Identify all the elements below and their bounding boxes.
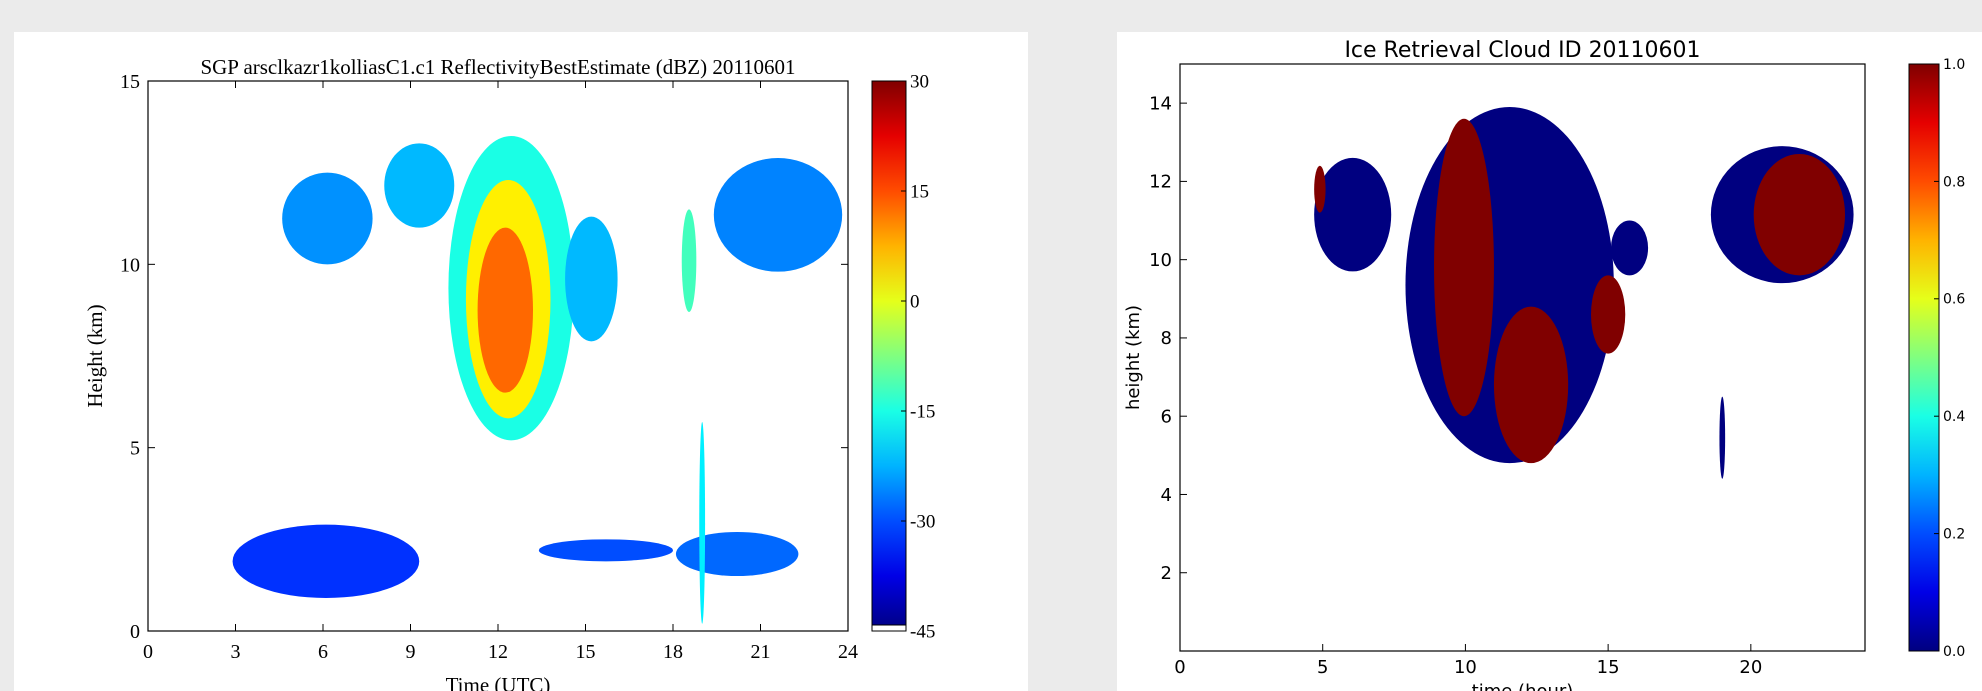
x-tick-label: 10 — [1454, 657, 1477, 678]
x-tick-label: 20 — [1739, 657, 1762, 678]
y-axis-label: Height (km) — [83, 304, 107, 407]
y-tick-label: 8 — [1161, 328, 1172, 349]
colorbar-tick-label: 1.0 — [1943, 57, 1965, 73]
ice-retrieval-panel: Ice Retrieval Cloud ID 20110601 0 5 10 15 20 2… — [1117, 32, 1982, 691]
colorbar — [871, 80, 907, 632]
colorbar-tick-label: 15 — [910, 182, 929, 203]
y-tick-label: 0 — [130, 621, 140, 643]
data-region-4 — [1493, 306, 1569, 464]
data-regions — [1314, 107, 1854, 479]
data-region-7 — [713, 158, 843, 272]
x-tick-label: 5 — [1317, 657, 1328, 678]
x-tick-label: 15 — [576, 641, 596, 663]
data-region-0 — [1314, 157, 1392, 272]
data-region-8 — [232, 524, 420, 598]
colorbar-tick-label: 0.4 — [1943, 409, 1965, 425]
data-region-9 — [1719, 396, 1726, 479]
x-tick-label: 12 — [488, 641, 508, 663]
ice-retrieval-chart: Ice Retrieval Cloud ID 20110601 0 5 10 15 20 2… — [1123, 38, 1965, 691]
colorbar-tick-label: 0.6 — [1943, 292, 1965, 308]
y-tick-label: 10 — [120, 254, 140, 276]
y-tick-label: 10 — [1149, 250, 1172, 271]
x-axis-label: Time (UTC) — [446, 673, 551, 691]
x-tick-label: 0 — [143, 641, 153, 663]
reflectivity-chart: SGP arsclkazr1kolliasC1.c1 ReflectivityB… — [83, 55, 935, 691]
x-tick-label: 24 — [838, 641, 858, 663]
data-region-1 — [384, 143, 455, 228]
colorbar-tick-label: -45 — [910, 622, 935, 643]
data-region-8 — [1753, 154, 1846, 276]
data-region-10 — [675, 532, 799, 576]
x-tick-label: 21 — [751, 641, 771, 663]
data-region-6 — [1610, 220, 1649, 276]
data-region-5 — [565, 216, 618, 342]
x-tick-label: 9 — [406, 641, 416, 663]
data-region-4 — [477, 227, 533, 393]
colorbar-tick-label: -30 — [910, 512, 935, 533]
x-tick-label: 18 — [663, 641, 683, 663]
x-tick-label: 3 — [231, 641, 241, 663]
colorbar-under-range — [871, 624, 907, 632]
y-tick-label: 4 — [1161, 485, 1172, 506]
colorbar — [1908, 63, 1940, 652]
data-region-5 — [1591, 275, 1626, 354]
y-tick-label: 2 — [1161, 563, 1172, 584]
y-axis-label: height (km) — [1123, 305, 1144, 410]
data-region-1 — [1314, 165, 1326, 213]
colorbar-tick-label: 0 — [910, 292, 920, 313]
data-region-11 — [699, 422, 706, 624]
data-region-3 — [1434, 118, 1494, 417]
x-axis-label: time (hour) — [1472, 681, 1574, 691]
x-tick-label: 6 — [318, 641, 328, 663]
y-tick-label: 5 — [130, 438, 140, 460]
chart-title: Ice Retrieval Cloud ID 20110601 — [1344, 38, 1700, 63]
colorbar-tick-label: 0.8 — [1943, 174, 1965, 190]
x-tick-label: 15 — [1597, 657, 1620, 678]
data-regions — [232, 135, 843, 624]
data-region-9 — [538, 539, 674, 562]
y-tick-label: 15 — [120, 71, 140, 93]
y-tick-label: 12 — [1149, 172, 1172, 193]
data-region-0 — [282, 172, 373, 265]
y-tick-label: 14 — [1149, 93, 1172, 114]
x-tick-label: 0 — [1174, 657, 1185, 678]
colorbar-tick-label: -15 — [910, 402, 935, 423]
chart-title: SGP arsclkazr1kolliasC1.c1 ReflectivityB… — [200, 55, 795, 79]
plot-frame — [1179, 63, 1866, 652]
colorbar-tick-label: 30 — [910, 72, 929, 93]
data-region-6 — [681, 209, 697, 312]
reflectivity-panel: SGP arsclkazr1kolliasC1.c1 ReflectivityB… — [14, 32, 1028, 691]
colorbar-tick-label: 0.2 — [1943, 527, 1965, 543]
y-tick-label: 6 — [1161, 407, 1172, 428]
colorbar-tick-label: 0.0 — [1943, 644, 1965, 660]
